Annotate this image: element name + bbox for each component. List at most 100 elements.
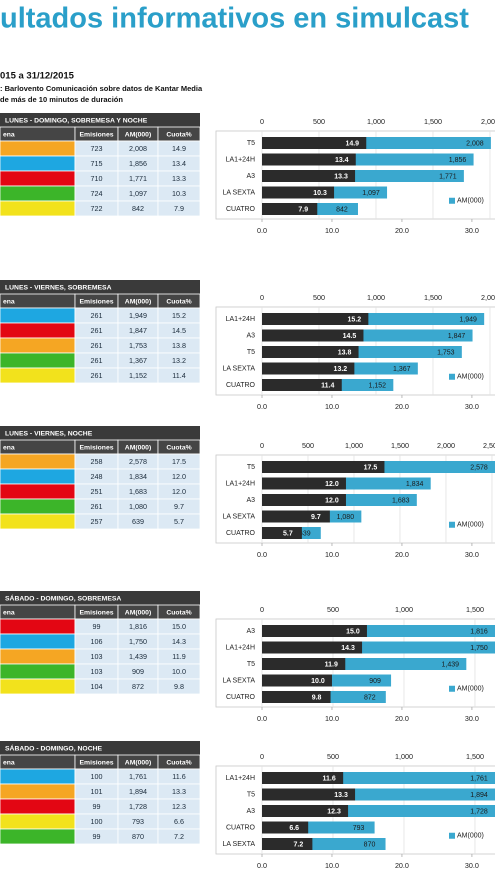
legend-swatch (449, 521, 455, 528)
data-label: 1,847 (448, 333, 466, 340)
channel-color (0, 453, 76, 470)
cell-text: 261 (91, 326, 103, 335)
header-text: Emisiones (80, 131, 114, 138)
bar (262, 362, 355, 375)
cell-text: 99 (93, 622, 101, 631)
cell-text: 722 (91, 204, 103, 213)
header-text: ena (3, 298, 15, 305)
channel-color (0, 367, 76, 384)
data-cell (157, 200, 201, 217)
bar (262, 772, 344, 784)
channel-color (0, 140, 76, 157)
table-title: LUNES - VIERNES, SOBREMESA (5, 284, 112, 291)
x-tick-label: 10.0 (325, 861, 339, 870)
data-label: 1,439 (442, 661, 460, 668)
x2-tick-label: 0 (260, 117, 264, 126)
x-tick-label: 20.0 (395, 714, 409, 723)
data-label: 1,771 (439, 173, 457, 180)
channel-color (0, 813, 76, 830)
x2-tick-label: 1,000 (395, 605, 413, 614)
x-tick-label: 0.0 (257, 402, 267, 411)
header-text: Cuota% (166, 298, 191, 305)
data-cell (157, 678, 201, 695)
cell-text: 99 (93, 802, 101, 811)
x2-tick-label: 0 (260, 752, 264, 761)
data-label: 1,816 (470, 628, 488, 635)
channel-color (0, 200, 76, 217)
channel-color (0, 513, 76, 530)
legend-label: AM(000) (457, 522, 484, 529)
x2-tick-label: 2,000 (481, 293, 495, 302)
cell-text: 1,439 (129, 652, 147, 661)
cell-text: 842 (132, 204, 144, 213)
channel-color (0, 337, 76, 354)
data-label: 10.3 (313, 190, 327, 197)
data-label: 10.0 (311, 678, 325, 685)
channel-color (0, 648, 76, 665)
cell-text: 710 (91, 174, 103, 183)
x-tick-label: 10.0 (325, 714, 339, 723)
channel-color (0, 663, 76, 680)
category-label: LA SEXTA (222, 841, 255, 848)
data-cell (157, 513, 201, 530)
bar (262, 527, 302, 539)
data-label: 14.9 (345, 140, 359, 147)
cell-text: 870 (132, 832, 144, 841)
data-label: 1,080 (337, 514, 355, 521)
legend-swatch (449, 832, 455, 839)
cell-text: 13.8 (172, 341, 186, 350)
x-tick-label: 30.0 (465, 550, 479, 559)
data-cell (157, 828, 201, 845)
header-text: Emisiones (80, 444, 114, 451)
x-tick-label: 10.0 (325, 550, 339, 559)
cell-text: 1,683 (129, 487, 147, 496)
cell-text: 1,080 (129, 502, 147, 511)
cell-text: 1,894 (129, 787, 147, 796)
category-label: LA SEXTA (222, 513, 255, 520)
table-title: LUNES - VIERNES, NOCHE (5, 430, 93, 437)
data-label: 6.6 (289, 825, 299, 832)
header-text: Cuota% (166, 609, 191, 616)
data-label: 1,097 (362, 190, 380, 197)
cell-text: 13.3 (172, 174, 186, 183)
header-text: AM(000) (125, 609, 151, 616)
x2-tick-label: 2,000 (437, 441, 455, 450)
cell-text: 1,152 (129, 371, 147, 380)
data-label: 1,949 (459, 316, 477, 323)
bar (262, 674, 332, 687)
category-label: CUATRO (226, 382, 256, 389)
cell-text: 11.9 (172, 652, 185, 661)
cell-text: 2,008 (129, 144, 147, 153)
x2-tick-label: 1,500 (424, 293, 442, 302)
channel-color (0, 828, 76, 845)
data-label: 793 (353, 825, 365, 832)
x-tick-label: 0.0 (257, 714, 267, 723)
category-label: LA1+24H (226, 316, 255, 323)
data-label: 842 (336, 206, 348, 213)
channel-color (0, 783, 76, 800)
cell-text: 14.3 (172, 637, 186, 646)
data-label: 5.7 (283, 530, 293, 537)
cell-text: 261 (91, 356, 103, 365)
category-label: T5 (247, 140, 255, 147)
bar (262, 691, 331, 703)
category-label: T5 (247, 791, 255, 798)
legend-label: AM(000) (457, 198, 484, 205)
channel-color (0, 618, 76, 635)
category-label: LA1+24H (226, 775, 255, 782)
data-label: 2,578 (470, 464, 488, 471)
data-label: 9.7 (311, 514, 321, 521)
x2-tick-label: 1,500 (424, 117, 442, 126)
data-label: 1,856 (449, 157, 467, 164)
cell-text: 103 (91, 667, 103, 676)
table-title-bar (0, 591, 200, 605)
bar (262, 153, 356, 166)
cell-text: 1,949 (129, 311, 147, 320)
category-label: A3 (246, 497, 255, 504)
bar (262, 186, 335, 199)
cell-text: 1,750 (129, 637, 147, 646)
cell-text: 101 (91, 787, 103, 796)
cell-text: 13.4 (172, 159, 186, 168)
x-tick-label: 0.0 (257, 861, 267, 870)
table-title-bar (0, 280, 200, 294)
